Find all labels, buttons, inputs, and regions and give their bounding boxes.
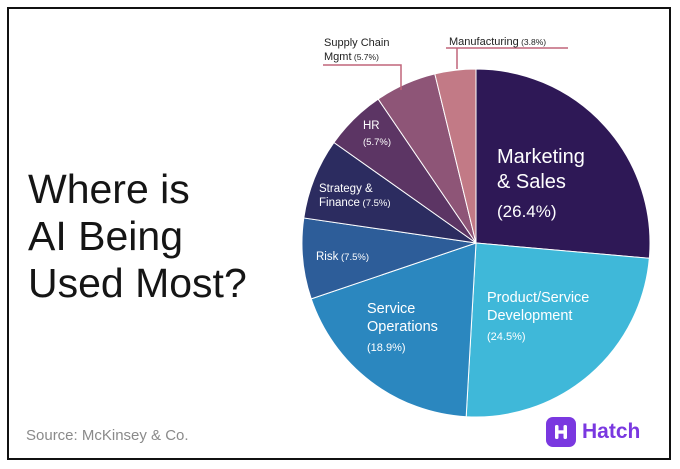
slice-label-supply-chain-mgmt: Supply Chain Mgmt (5.7%) <box>324 37 389 63</box>
hatch-logo-icon <box>546 417 576 447</box>
slice-label-service-operations: Service Operations (18.9%) <box>367 301 438 354</box>
slice-label-product-service-development: Product/Service Development (24.5%) <box>487 290 589 343</box>
leader-manufacturing <box>446 47 568 69</box>
slice-label-marketing-sales: Marketing & Sales (26.4%) <box>497 146 585 221</box>
title-line-2: AI Being <box>28 213 183 259</box>
pie-slice-marketing-sales <box>475 68 651 259</box>
pie-slice-manufacturing <box>434 68 477 244</box>
pie-slice-service-operations <box>310 242 477 418</box>
pie-slice-product-service-development <box>465 242 650 418</box>
hatch-logo-text: Hatch <box>582 420 641 443</box>
title-line-1: Where is <box>28 166 190 212</box>
source-note: Source: McKinsey & Co. <box>26 427 189 444</box>
slice-label-manufacturing: Manufacturing (3.8%) <box>449 36 546 48</box>
leader-supply-chain <box>323 64 402 90</box>
slice-label-strategy-finance: Strategy & Finance (7.5%) <box>319 183 391 209</box>
hatch-logo: Hatch <box>546 417 640 447</box>
page-title: Where is AI Being Used Most? <box>28 166 298 307</box>
title-line-3: Used Most? <box>28 260 247 306</box>
slice-label-risk: Risk (7.5%) <box>316 251 369 263</box>
slice-label-hr: HR (5.7%) <box>363 120 391 148</box>
